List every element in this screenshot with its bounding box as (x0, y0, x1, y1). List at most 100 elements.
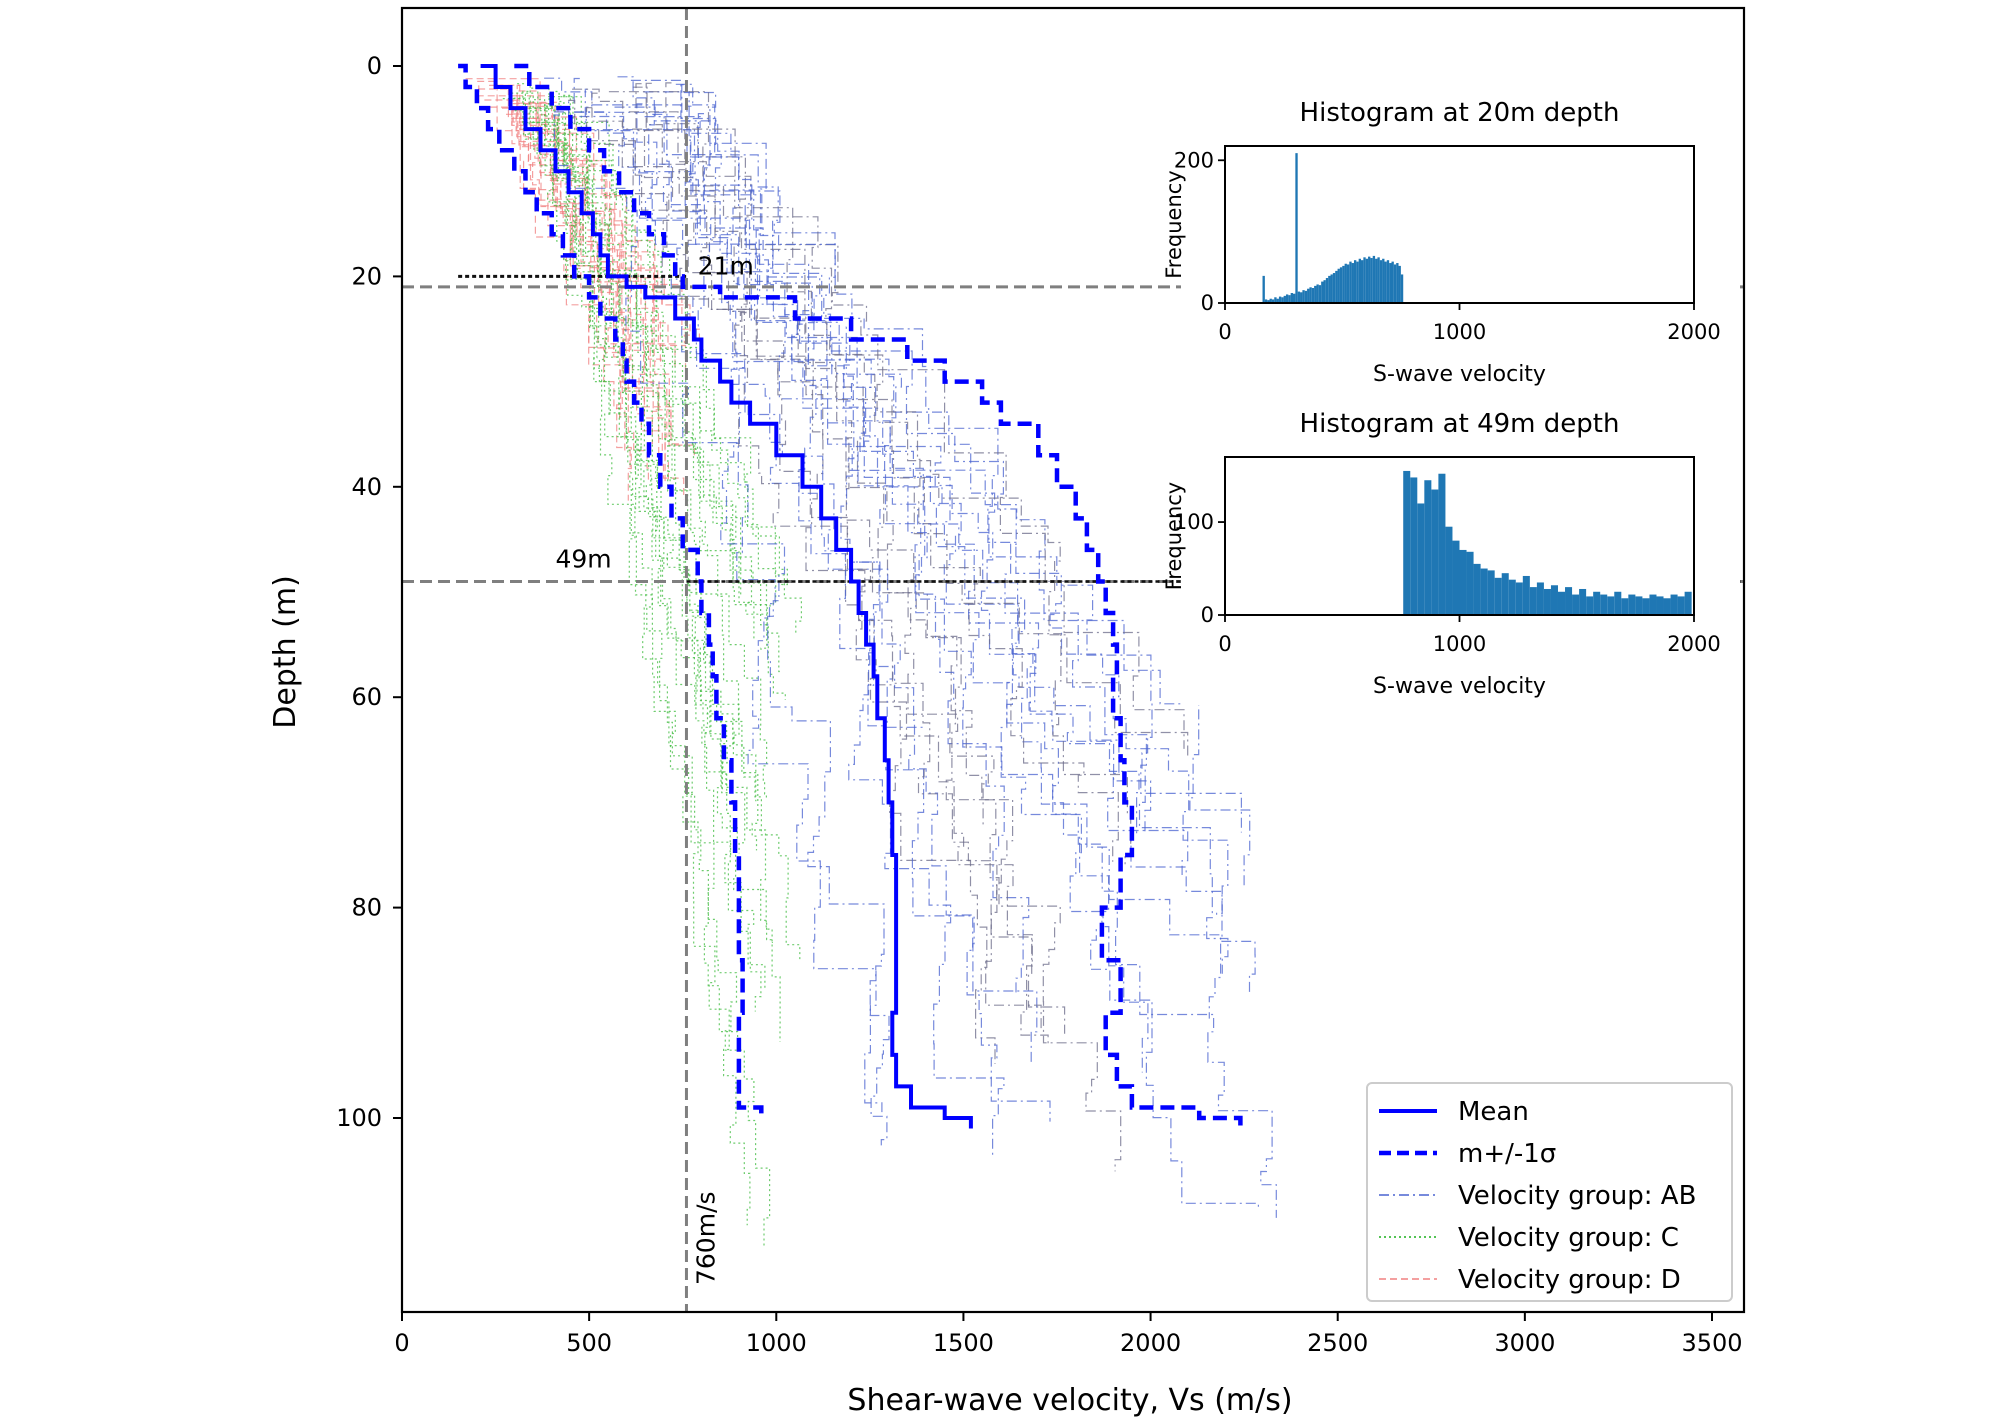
histogram-bar (1656, 596, 1664, 615)
x-tick-label: 3000 (1494, 1329, 1555, 1357)
profile-line (511, 92, 781, 673)
histogram-bar (1466, 551, 1474, 615)
histogram-bar (1377, 257, 1380, 303)
inset-title: Histogram at 20m depth (1300, 98, 1620, 128)
x-tick-label: 1000 (746, 1329, 807, 1357)
legend-entry: Mean (1458, 1097, 1529, 1127)
inset-x-tick-label: 1000 (1433, 320, 1486, 344)
inset-title: Histogram at 49m depth (1300, 409, 1620, 439)
histogram-bar (1351, 263, 1354, 303)
profile-line (614, 106, 1229, 974)
ref-label-vs760: 760m/s (691, 1191, 720, 1285)
histogram-bar (1487, 570, 1495, 615)
histogram-bar (1642, 598, 1650, 615)
histogram-bar (1281, 297, 1284, 303)
histogram-bar (1677, 596, 1685, 615)
histogram-bar (1314, 285, 1317, 303)
profile-line (478, 88, 663, 455)
ref-label-depth-49: 49m (555, 544, 611, 573)
x-tick-label: 2500 (1307, 1329, 1368, 1357)
histogram-bar (1323, 280, 1326, 303)
histogram-bar (1375, 258, 1378, 303)
histogram-bar (1473, 563, 1481, 615)
histogram-bar (1417, 503, 1425, 615)
profile-line (502, 98, 759, 851)
histogram-bar (1365, 258, 1369, 303)
histogram-bar (1372, 255, 1376, 303)
y-tick-label: 20 (351, 262, 382, 290)
profile-line (548, 96, 768, 613)
profile-line (586, 107, 1119, 862)
histogram-bar (1278, 296, 1282, 303)
series-mean (480, 64, 973, 1129)
y-tick-label: 60 (351, 683, 382, 711)
histogram-bar (1431, 489, 1439, 615)
histogram-bar (1529, 587, 1537, 615)
histogram-bar (1565, 587, 1573, 615)
histogram-bar (1358, 258, 1362, 303)
profile-line (506, 113, 659, 444)
ref-label-depth-21: 21m (698, 251, 754, 280)
histogram-bar (1494, 577, 1502, 615)
histogram-bar (1386, 260, 1390, 303)
inset-y-tick-label: 100 (1174, 510, 1214, 534)
histogram-bar (1543, 588, 1551, 615)
histogram-bar (1536, 582, 1544, 615)
histogram-bar (1649, 594, 1657, 615)
profile-line (512, 113, 668, 482)
profile-line (560, 96, 788, 588)
profile-line (643, 91, 1251, 886)
profile-line (554, 111, 1256, 994)
histogram-bar (1579, 588, 1587, 615)
legend: Mean m+/-1σ Velocity group: AB Velocity gro… (1366, 1082, 1733, 1302)
profile-line (632, 86, 1066, 1034)
profile-line (644, 116, 1277, 1218)
histogram-bar (1344, 263, 1347, 303)
histogram-bar (1342, 265, 1345, 303)
histogram-bar (1550, 585, 1558, 615)
legend-entry: m+/-1σ (1458, 1139, 1556, 1169)
x-tick-label: 3500 (1681, 1329, 1742, 1357)
histogram-bar (1349, 261, 1352, 303)
histogram-bar (1274, 297, 1277, 303)
histogram-bar (1288, 295, 1291, 303)
series-lines (458, 63, 1243, 1129)
histogram-bar (1389, 263, 1392, 303)
profile-line (546, 105, 751, 1226)
histogram-bar (1335, 270, 1338, 303)
profile-line (608, 91, 1189, 757)
profile-line (681, 84, 1030, 993)
histogram-bar (1628, 594, 1636, 615)
histogram-bar (1663, 598, 1671, 615)
histogram-bar (1508, 579, 1516, 615)
histogram-bar (1382, 258, 1385, 303)
histogram-bar (1290, 293, 1294, 303)
inset-x-tick-label: 2000 (1667, 632, 1720, 656)
histogram-bar (1572, 594, 1580, 615)
histogram-bar (1593, 591, 1601, 615)
profile-line (592, 104, 1152, 834)
histogram-bar (1346, 264, 1350, 303)
legend-entry: Velocity group: D (1458, 1265, 1681, 1295)
histogram-bar (1293, 293, 1296, 303)
histogram-bar (1264, 299, 1268, 303)
histogram-bar (1391, 261, 1394, 303)
profile-line (546, 107, 762, 1012)
histogram-bar (1295, 153, 1298, 303)
x-tick-label: 2000 (1120, 1329, 1181, 1357)
inset-x-label: S-wave velocity (1373, 674, 1546, 699)
inset-y-label: Frequency (1162, 170, 1186, 279)
histogram-bar (1271, 299, 1275, 303)
y-tick-label: 40 (351, 473, 382, 501)
profile-line (465, 78, 659, 306)
x-tick-label: 1500 (933, 1329, 994, 1357)
inset-x-tick-label: 0 (1218, 320, 1231, 344)
profile-line (617, 76, 1259, 1209)
histogram-bar (1328, 275, 1331, 303)
histogram-bar (1398, 265, 1401, 303)
inset-x-tick-label: 1000 (1433, 632, 1486, 656)
profile-line (522, 90, 746, 854)
histogram-bar (1635, 596, 1643, 615)
